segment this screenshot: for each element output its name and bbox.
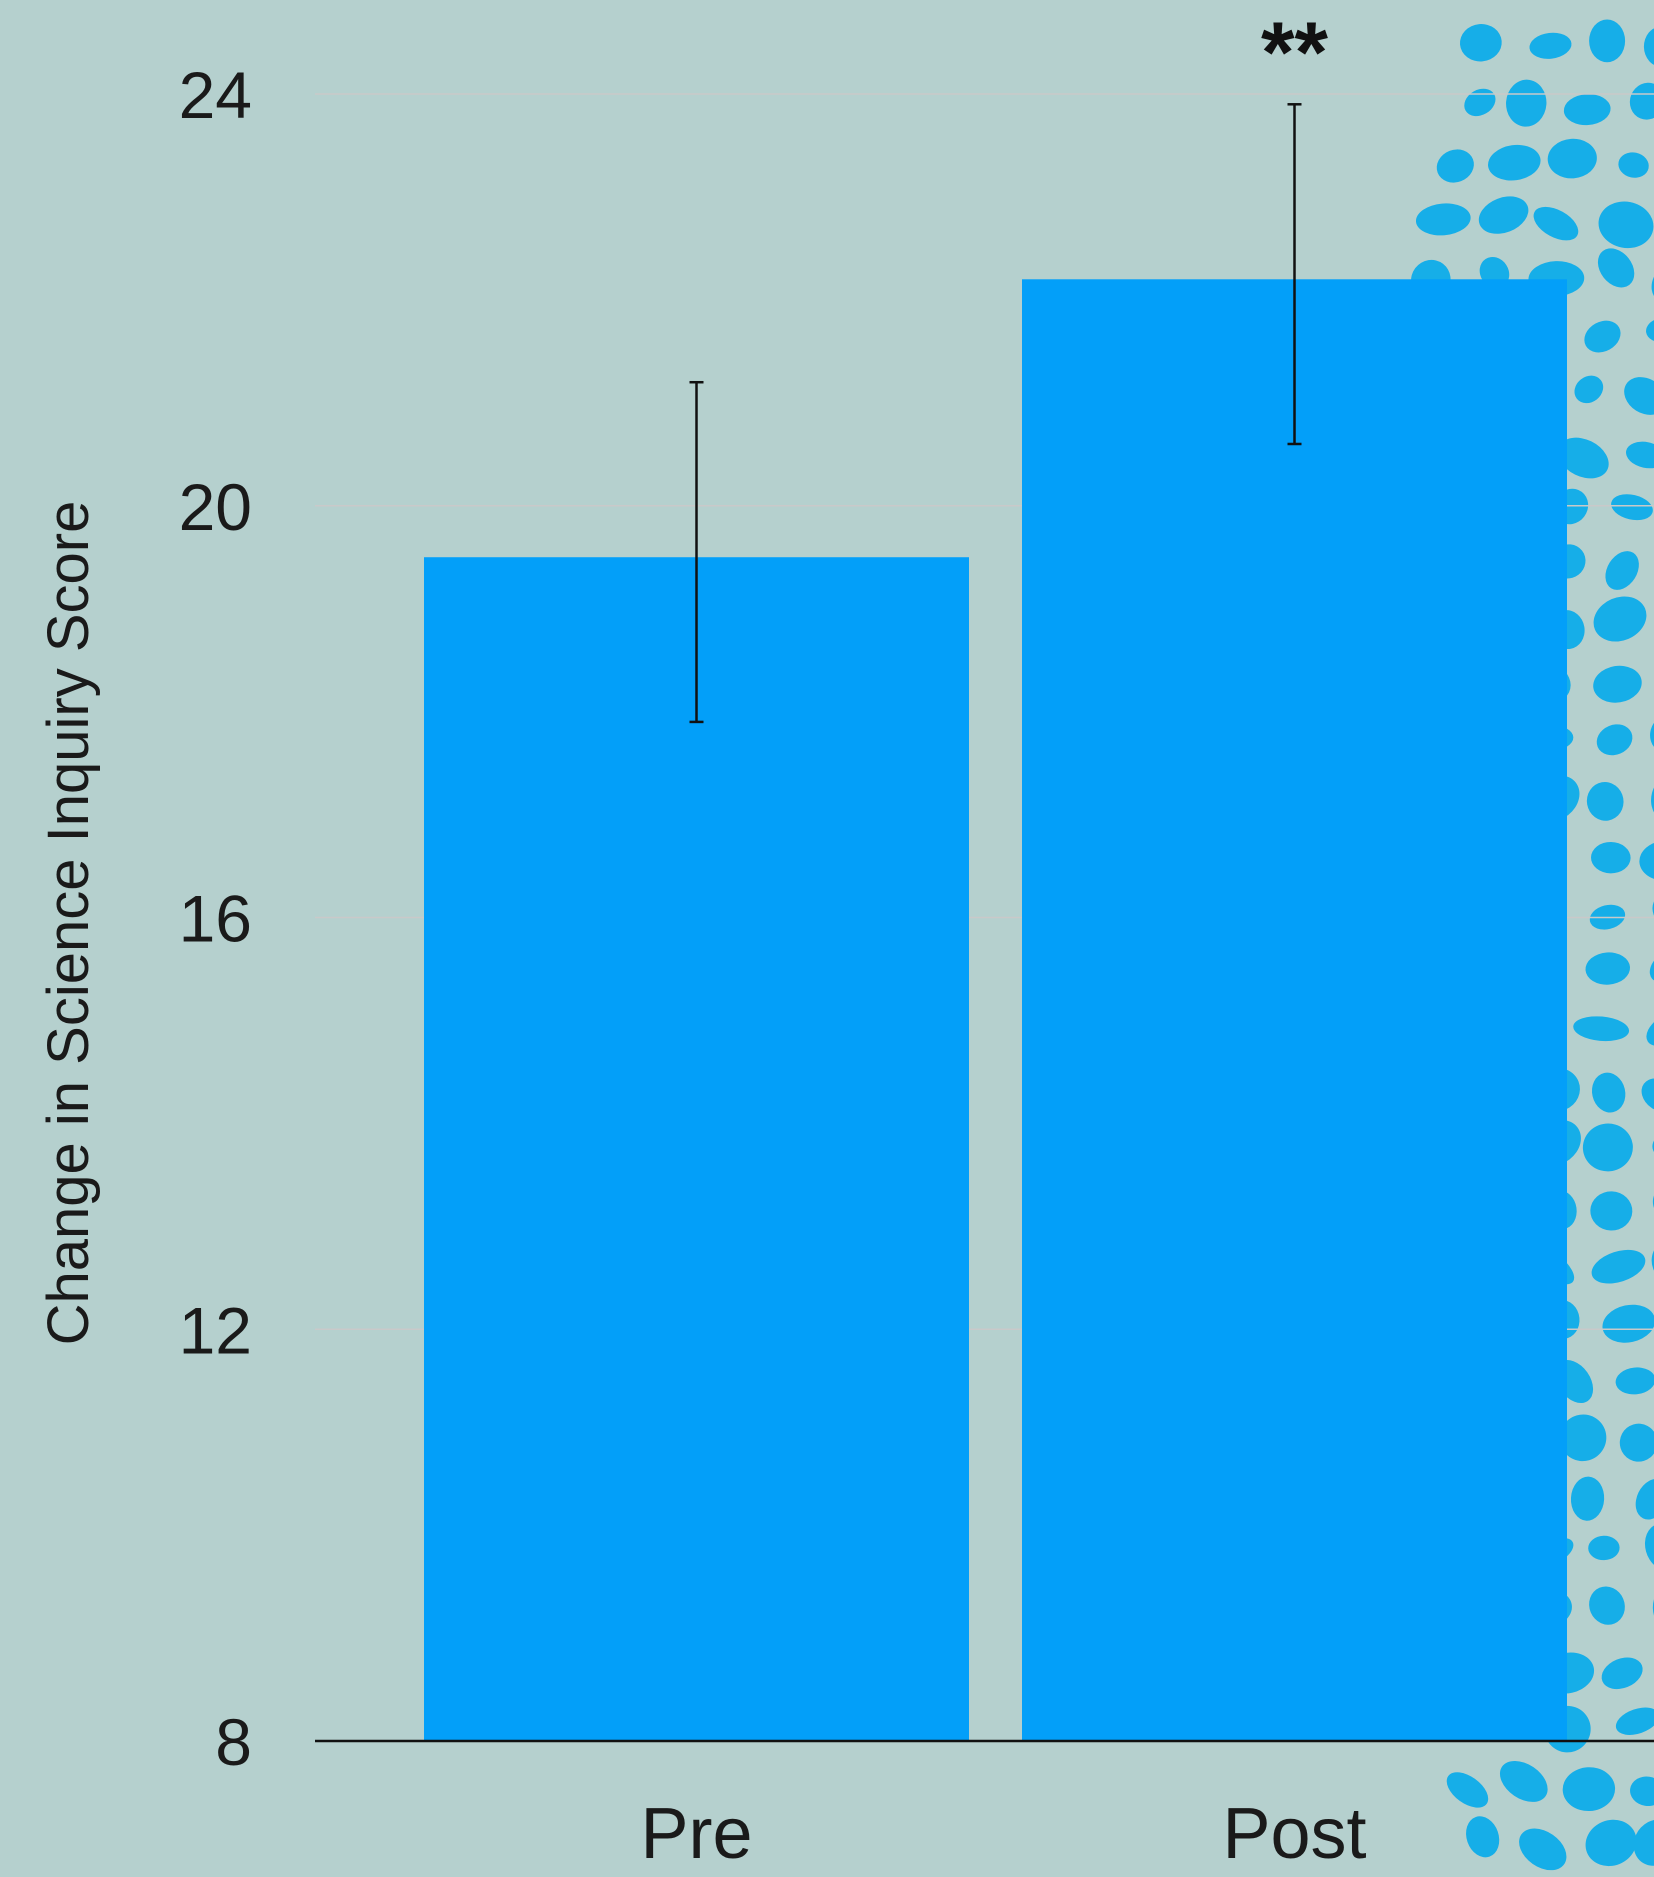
pattern-blob: [1626, 441, 1654, 469]
pattern-blob: [1585, 1819, 1637, 1867]
pattern-blob: [1596, 724, 1633, 756]
pattern-blob: [1547, 138, 1597, 179]
pattern-blob: [1533, 206, 1579, 241]
x-category-label: Pre: [640, 1794, 752, 1874]
pattern-blob: [1652, 1128, 1654, 1158]
error-bar-pre: [689, 380, 704, 724]
pattern-blob: [1591, 1249, 1646, 1284]
pattern-blob: [1562, 1767, 1616, 1812]
pattern-blob: [1651, 263, 1654, 303]
pattern-blob: [1570, 1476, 1605, 1521]
pattern-blob: [1582, 1123, 1633, 1172]
pattern-blob: [1652, 895, 1654, 929]
pattern-blob: [1619, 1423, 1654, 1462]
pattern-blob: [1466, 1816, 1500, 1858]
pattern-blob: [1436, 149, 1474, 183]
pattern-blob: [1478, 196, 1529, 234]
pattern-blob: [1633, 1819, 1654, 1866]
x-category-label: Post: [1222, 1794, 1366, 1874]
pattern-blob: [1588, 1535, 1620, 1561]
pattern-blob: [1574, 375, 1604, 404]
pattern-blob: [1559, 1414, 1607, 1462]
pattern-blob: [1646, 1012, 1654, 1046]
pattern-blob: [1415, 203, 1471, 236]
pattern-blob: [1593, 665, 1642, 703]
pattern-blob: [1519, 1828, 1567, 1871]
pattern-blob: [1649, 950, 1654, 983]
pattern-blob: [1591, 841, 1631, 874]
pattern-blob: [1643, 26, 1654, 67]
pattern-blob: [1611, 494, 1653, 521]
pattern-blob: [1644, 1523, 1654, 1570]
pattern-blob: [1584, 320, 1621, 353]
error-bars: [689, 103, 1302, 724]
pattern-blob: [1585, 952, 1631, 985]
y-tick-labels: 8 12 16 20 24: [179, 58, 252, 1779]
error-bar-post: [1287, 103, 1302, 446]
pattern-blob: [1597, 248, 1635, 288]
pattern-blob: [1630, 1776, 1654, 1807]
pattern-blob: [1590, 1191, 1633, 1231]
pattern-blob: [1629, 82, 1654, 120]
pattern-blob: [1529, 32, 1572, 59]
pattern-blob: [1602, 1304, 1654, 1343]
pattern-blob: [1499, 1760, 1548, 1802]
pattern-blob: [1646, 317, 1654, 343]
pattern-blob: [1615, 1367, 1654, 1395]
pattern-blob: [1639, 840, 1654, 881]
pattern-blob: [1652, 1183, 1654, 1220]
pattern-blob: [1506, 79, 1547, 127]
pattern-blob: [1464, 88, 1496, 117]
y-tick-label: 16: [179, 882, 252, 956]
pattern-blob: [1601, 1657, 1643, 1690]
x-category-labels: Pre Post: [640, 1794, 1366, 1874]
pattern-blob: [1635, 1478, 1654, 1520]
annotations: **: [1261, 5, 1328, 101]
pattern-blob: [1488, 144, 1541, 181]
pattern-blob: [1641, 1078, 1654, 1112]
pattern-blob: [1651, 774, 1654, 821]
pattern-blob: [1593, 596, 1647, 642]
pattern-blob: [1651, 1237, 1654, 1284]
pattern-blob: [1459, 24, 1502, 62]
bar-post: [1022, 279, 1567, 1742]
y-tick-label: 24: [179, 58, 252, 132]
pattern-blob: [1591, 1072, 1626, 1113]
pattern-blob: [1624, 377, 1654, 415]
y-tick-label: 8: [215, 1705, 252, 1779]
bars: [424, 279, 1567, 1742]
y-axis-title: Change in Science Inquiry Score: [36, 501, 101, 1346]
bar-pre: [424, 557, 969, 1741]
pattern-blob: [1589, 19, 1626, 63]
y-tick-label: 12: [179, 1293, 252, 1367]
pattern-blob: [1605, 551, 1639, 590]
pattern-blob: [1446, 1772, 1489, 1808]
pattern-blob: [1586, 781, 1624, 821]
y-tick-label: 20: [179, 470, 252, 544]
pattern-blob: [1615, 1707, 1654, 1735]
pattern-blob: [1650, 712, 1654, 754]
pattern-blob: [1563, 94, 1611, 126]
pattern-blob: [1589, 1586, 1625, 1625]
pattern-blob: [1557, 437, 1609, 479]
pattern-blob: [1598, 201, 1654, 249]
significance-marker: **: [1261, 5, 1328, 101]
pattern-blob: [1618, 152, 1649, 178]
pattern-blob: [1573, 1016, 1630, 1042]
